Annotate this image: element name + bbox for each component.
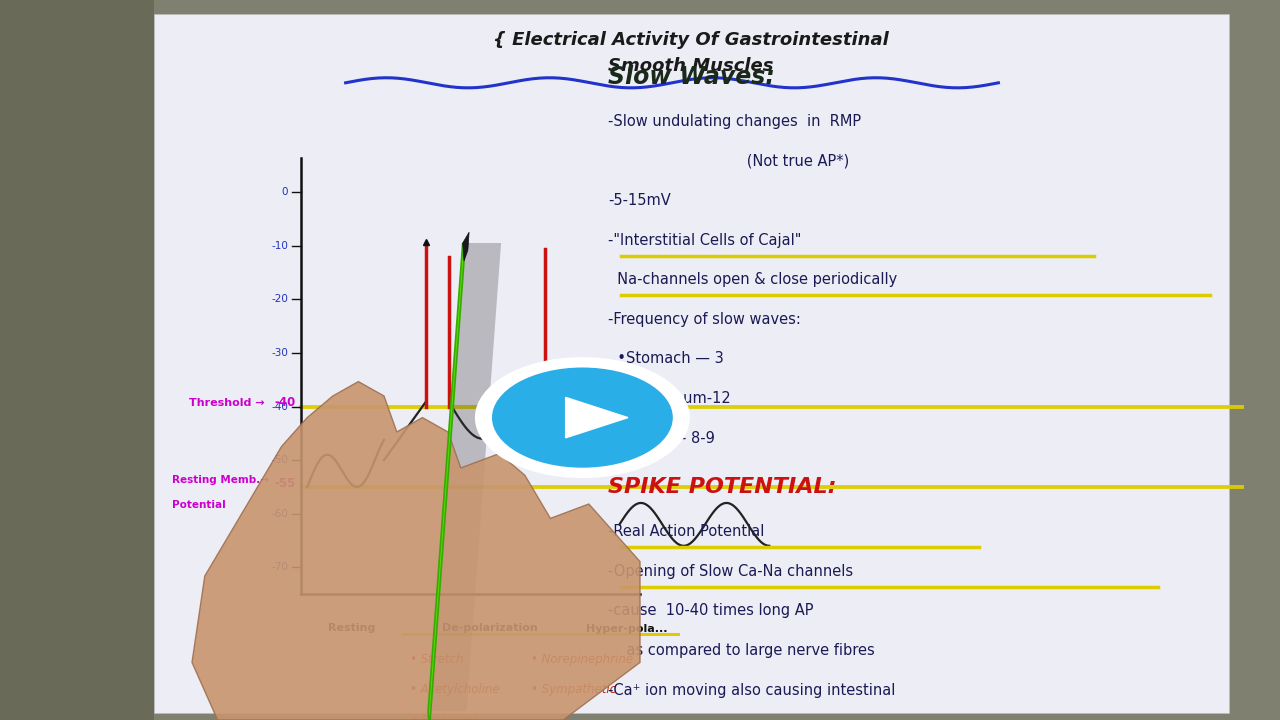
Text: -Opening of Slow Ca-Na channels: -Opening of Slow Ca-Na channels (608, 564, 854, 579)
Text: as compared to large nerve fibres: as compared to large nerve fibres (608, 643, 874, 658)
Text: • Acetylcholine: • Acetylcholine (410, 683, 499, 696)
Text: SPIKE POTENTIAL:: SPIKE POTENTIAL: (608, 477, 837, 498)
Text: { Electrical Activity Of Gastrointestinal: { Electrical Activity Of Gastrointestina… (493, 30, 890, 49)
Text: -10: -10 (271, 241, 288, 251)
Text: Smooth Muscles: Smooth Muscles (608, 58, 774, 75)
Text: De-polarization: De-polarization (443, 623, 538, 633)
Text: Threshold →: Threshold → (189, 398, 265, 408)
Text: -55: -55 (274, 477, 296, 490)
Text: -50: -50 (271, 455, 288, 465)
Text: -Real Action Potential: -Real Action Potential (608, 524, 764, 539)
Text: -20: -20 (271, 294, 288, 305)
Text: • Parasymp.: • Parasymp. (410, 714, 483, 720)
Text: •Ileum — 8-9: •Ileum — 8-9 (608, 431, 714, 446)
Circle shape (490, 366, 675, 469)
Text: -40: -40 (271, 402, 288, 412)
Text: Hyper-pola...: Hyper-pola... (586, 624, 668, 634)
FancyBboxPatch shape (154, 14, 1229, 713)
Text: -30: -30 (271, 348, 288, 358)
Polygon shape (428, 243, 465, 720)
Text: Slow Waves:: Slow Waves: (608, 65, 774, 89)
Polygon shape (462, 233, 468, 261)
Text: -60: -60 (271, 508, 288, 518)
Text: -Frequency of slow waves:: -Frequency of slow waves: (608, 312, 801, 327)
Polygon shape (0, 0, 154, 720)
Text: -Slow undulating changes  in  RMP: -Slow undulating changes in RMP (608, 114, 861, 129)
Text: Potential: Potential (172, 500, 225, 510)
Text: Resting: Resting (328, 623, 376, 633)
Text: Resting Memb.→: Resting Memb.→ (172, 474, 269, 485)
Text: -cause  10-40 times long AP: -cause 10-40 times long AP (608, 603, 814, 618)
Text: •Duodenum-12: •Duodenum-12 (608, 391, 731, 406)
Text: Na-channels open & close periodically: Na-channels open & close periodically (608, 272, 897, 287)
Text: • Sympathetic: • Sympathetic (531, 683, 617, 696)
Text: • Stretch: • Stretch (410, 653, 463, 666)
Text: -40: -40 (274, 397, 296, 410)
Circle shape (475, 357, 690, 478)
Text: • Norepinephrine: • Norepinephrine (531, 653, 634, 666)
Text: -"Interstitial Cells of Cajal": -"Interstitial Cells of Cajal" (608, 233, 801, 248)
Text: -Ca⁺ ion moving also causing intestinal: -Ca⁺ ion moving also causing intestinal (608, 683, 896, 698)
Polygon shape (192, 382, 640, 720)
Polygon shape (566, 397, 628, 438)
Text: -5-15mV: -5-15mV (608, 193, 671, 208)
Text: •Stomach — 3: •Stomach — 3 (608, 351, 723, 366)
Text: -70: -70 (271, 562, 288, 572)
Text: (Not true AP*): (Not true AP*) (608, 153, 849, 168)
Polygon shape (428, 243, 500, 711)
Text: 0: 0 (282, 187, 288, 197)
